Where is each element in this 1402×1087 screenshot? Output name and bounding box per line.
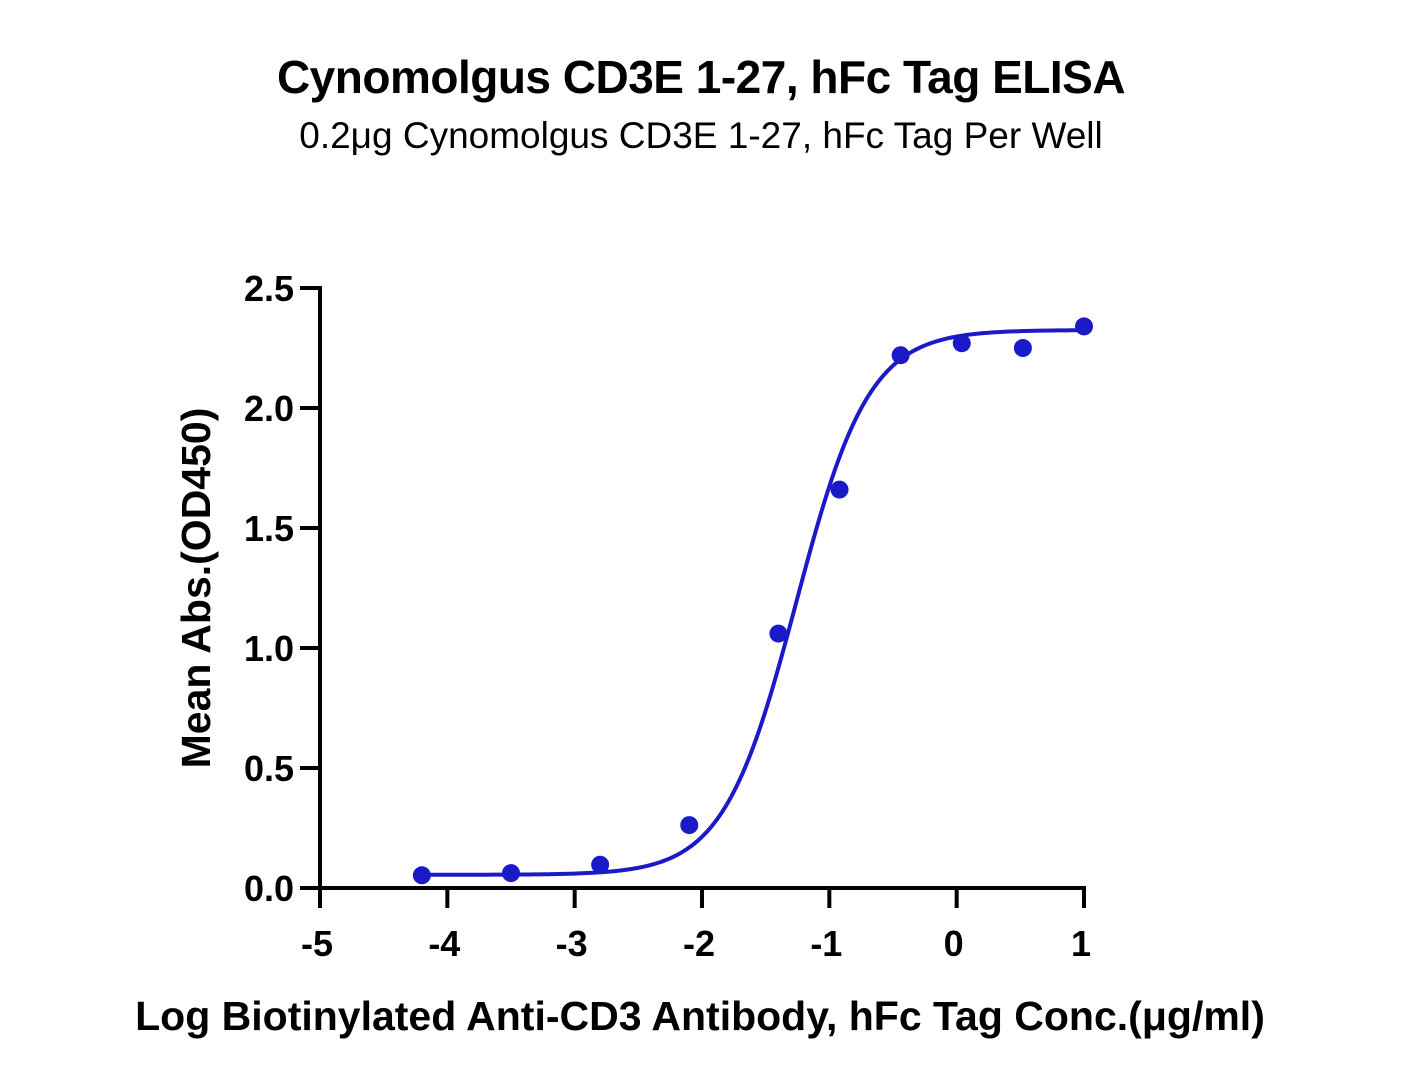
data-point: [1075, 317, 1093, 336]
data-point: [591, 855, 610, 874]
x-tick-label: -3: [556, 923, 588, 964]
x-axis-title: Log Biotinylated Anti-CD3 Antibody, hFc …: [135, 993, 1265, 1039]
y-tick-label: 0.5: [244, 748, 294, 789]
plot-area: [412, 317, 1093, 885]
data-point: [412, 866, 431, 885]
y-tick-label: 1.5: [244, 508, 294, 549]
data-point: [891, 346, 910, 365]
data-point: [952, 334, 971, 353]
y-axis: 0.0 0.5 1.0 1.5 2.0 2.5: [244, 268, 322, 909]
data-point: [680, 816, 699, 835]
fit-curve: [421, 328, 1085, 877]
y-tick-label: 2.0: [244, 388, 294, 429]
x-tick-label: 0: [944, 923, 964, 964]
y-axis-title: Mean Abs.(OD450): [173, 408, 219, 769]
chart-subtitle: 0.2μg Cynomolgus CD3E 1-27, hFc Tag Per …: [299, 115, 1103, 156]
x-tick-label: -2: [683, 923, 715, 964]
x-tick-label: -1: [810, 923, 842, 964]
data-point: [830, 480, 849, 499]
data-point: [1013, 339, 1032, 357]
x-tick-label: 1: [1071, 923, 1091, 964]
x-tick-label: -4: [428, 923, 460, 964]
chart-title: Cynomolgus CD3E 1-27, hFc Tag ELISA: [276, 51, 1126, 103]
data-point: [502, 864, 520, 883]
data-point: [769, 624, 788, 643]
y-tick-label: 2.5: [244, 268, 294, 309]
x-tick-label: -5: [301, 923, 333, 964]
y-tick-label: 0.0: [244, 868, 294, 909]
x-axis: -5 -4 -3 -2 -1 0 1: [301, 886, 1091, 964]
y-tick-label: 1.0: [244, 628, 294, 669]
